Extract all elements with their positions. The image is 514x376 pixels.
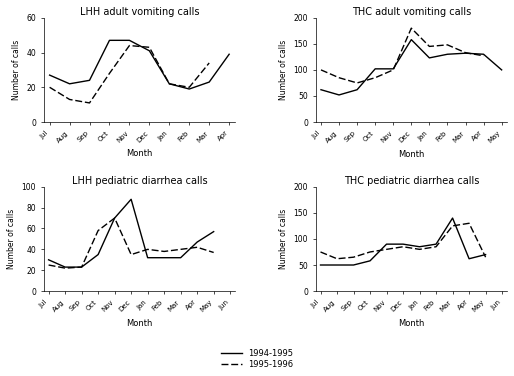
Y-axis label: Number of calls: Number of calls xyxy=(12,40,21,100)
Title: LHH adult vomiting calls: LHH adult vomiting calls xyxy=(80,7,199,17)
X-axis label: Month: Month xyxy=(126,319,153,328)
X-axis label: Month: Month xyxy=(398,319,425,328)
Title: THC adult vomiting calls: THC adult vomiting calls xyxy=(352,7,471,17)
Title: THC pediatric diarrhea calls: THC pediatric diarrhea calls xyxy=(344,176,479,186)
Y-axis label: Number of calls: Number of calls xyxy=(279,40,288,100)
Y-axis label: Number of calls: Number of calls xyxy=(7,209,16,269)
Y-axis label: Number of calls: Number of calls xyxy=(279,209,288,269)
X-axis label: Month: Month xyxy=(126,149,153,158)
X-axis label: Month: Month xyxy=(398,150,425,159)
Legend: 1994-1995, 1995-1996: 1994-1995, 1995-1996 xyxy=(218,346,296,372)
Title: LHH pediatric diarrhea calls: LHH pediatric diarrhea calls xyxy=(71,176,207,186)
